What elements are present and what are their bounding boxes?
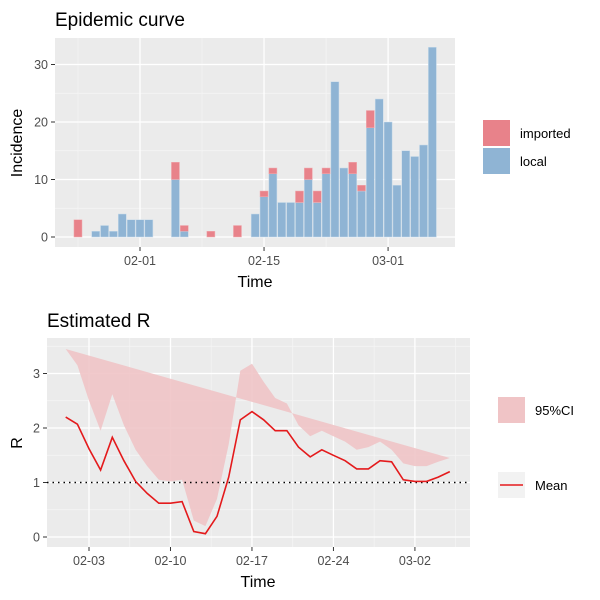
x-tick-label: 02-24 <box>317 554 349 568</box>
bar-local <box>304 179 313 238</box>
estimated-r-legend: 95%CI Mean <box>498 397 574 498</box>
bar-local <box>419 144 428 238</box>
epidemic-curve-bars <box>73 47 437 238</box>
epidemic-curve-x-label: Time <box>238 274 273 291</box>
x-tick-label: 03-02 <box>399 554 431 568</box>
legend-swatch-ci <box>498 397 525 423</box>
bar-local <box>250 213 260 238</box>
bar-local <box>401 150 411 238</box>
bar-local <box>171 179 180 238</box>
bar-imported <box>295 190 304 203</box>
estimated-r-title: Estimated R <box>47 311 150 332</box>
bar-local <box>348 173 357 238</box>
bar-local <box>339 167 349 238</box>
x-tick-label: 02-03 <box>73 554 105 568</box>
bar-local <box>392 185 402 238</box>
epidemic-curve-title: Epidemic curve <box>55 10 185 31</box>
bar-imported <box>180 225 189 232</box>
bar-local <box>410 156 419 238</box>
bar-imported <box>304 167 313 180</box>
ci-band <box>65 349 450 527</box>
bar-imported <box>259 190 269 197</box>
bar-local <box>100 225 109 238</box>
y-tick-label: 0 <box>33 531 40 545</box>
bar-local <box>109 231 118 238</box>
bar-imported <box>268 167 278 174</box>
y-tick-label: 3 <box>33 367 40 381</box>
bar-imported <box>73 219 83 238</box>
legend-label-ci: 95%CI <box>535 403 574 418</box>
bar-local <box>366 127 375 238</box>
bar-imported <box>233 225 242 238</box>
epidemic-curve-y-axis: 0 10 20 30 <box>34 58 55 245</box>
bar-local <box>277 202 287 238</box>
legend-label-imported: imported <box>520 126 571 141</box>
bar-local <box>312 202 322 238</box>
y-tick-label: 0 <box>41 231 48 245</box>
bar-local <box>91 231 100 238</box>
bar-imported <box>206 231 216 238</box>
bar-imported <box>312 190 322 203</box>
bar-local <box>383 121 393 238</box>
estimated-r-x-axis: 02-03 02-10 02-17 02-24 03-02 <box>73 547 431 568</box>
y-tick-label: 30 <box>34 58 48 72</box>
bar-imported <box>321 167 331 174</box>
legend-label-local: local <box>520 154 547 169</box>
estimated-r-x-label: Time <box>241 574 276 591</box>
y-tick-label: 20 <box>34 116 48 130</box>
mean-line <box>65 410 451 535</box>
bar-local <box>321 173 331 238</box>
x-tick-label: 02-01 <box>124 254 156 268</box>
bar-local <box>330 81 340 238</box>
bar-local <box>259 196 269 238</box>
legend-label-mean: Mean <box>535 478 568 493</box>
bar-local <box>268 173 278 238</box>
bar-local <box>180 231 189 238</box>
bar-local <box>126 219 136 238</box>
bar-local <box>118 213 127 238</box>
bar-local <box>428 47 437 238</box>
bar-local <box>357 190 366 238</box>
x-tick-label: 02-10 <box>154 554 186 568</box>
x-tick-label: 03-01 <box>372 254 404 268</box>
bar-imported <box>348 162 357 174</box>
epidemic-curve-y-label: Incidence <box>9 109 26 178</box>
y-tick-label: 2 <box>33 422 40 436</box>
x-tick-label: 02-17 <box>236 554 268 568</box>
y-tick-label: 1 <box>33 476 40 490</box>
estimated-r-chart: Estimated R 0 1 2 3 02-03 02-10 02-17 02-24 03-… <box>9 311 574 591</box>
epidemic-curve-chart: Epidemic curve 0 10 20 30 02-01 02-15 03-01 T… <box>9 10 571 291</box>
x-tick-label: 02-15 <box>248 254 280 268</box>
y-tick-label: 10 <box>34 173 48 187</box>
bar-local <box>286 202 295 238</box>
bar-local <box>374 98 384 238</box>
epidemic-curve-legend: imported local <box>483 120 571 174</box>
bar-local <box>295 202 304 238</box>
bar-imported <box>366 110 375 128</box>
bar-local <box>144 219 154 238</box>
legend-swatch-imported <box>483 120 510 146</box>
bar-imported <box>357 185 366 192</box>
estimated-r-y-label: R <box>9 437 26 449</box>
bar-local <box>135 219 145 238</box>
epidemic-curve-x-axis: 02-01 02-15 03-01 <box>124 247 404 268</box>
legend-swatch-local <box>483 148 510 174</box>
estimated-r-y-axis: 0 1 2 3 <box>33 367 47 545</box>
bar-imported <box>171 162 180 180</box>
